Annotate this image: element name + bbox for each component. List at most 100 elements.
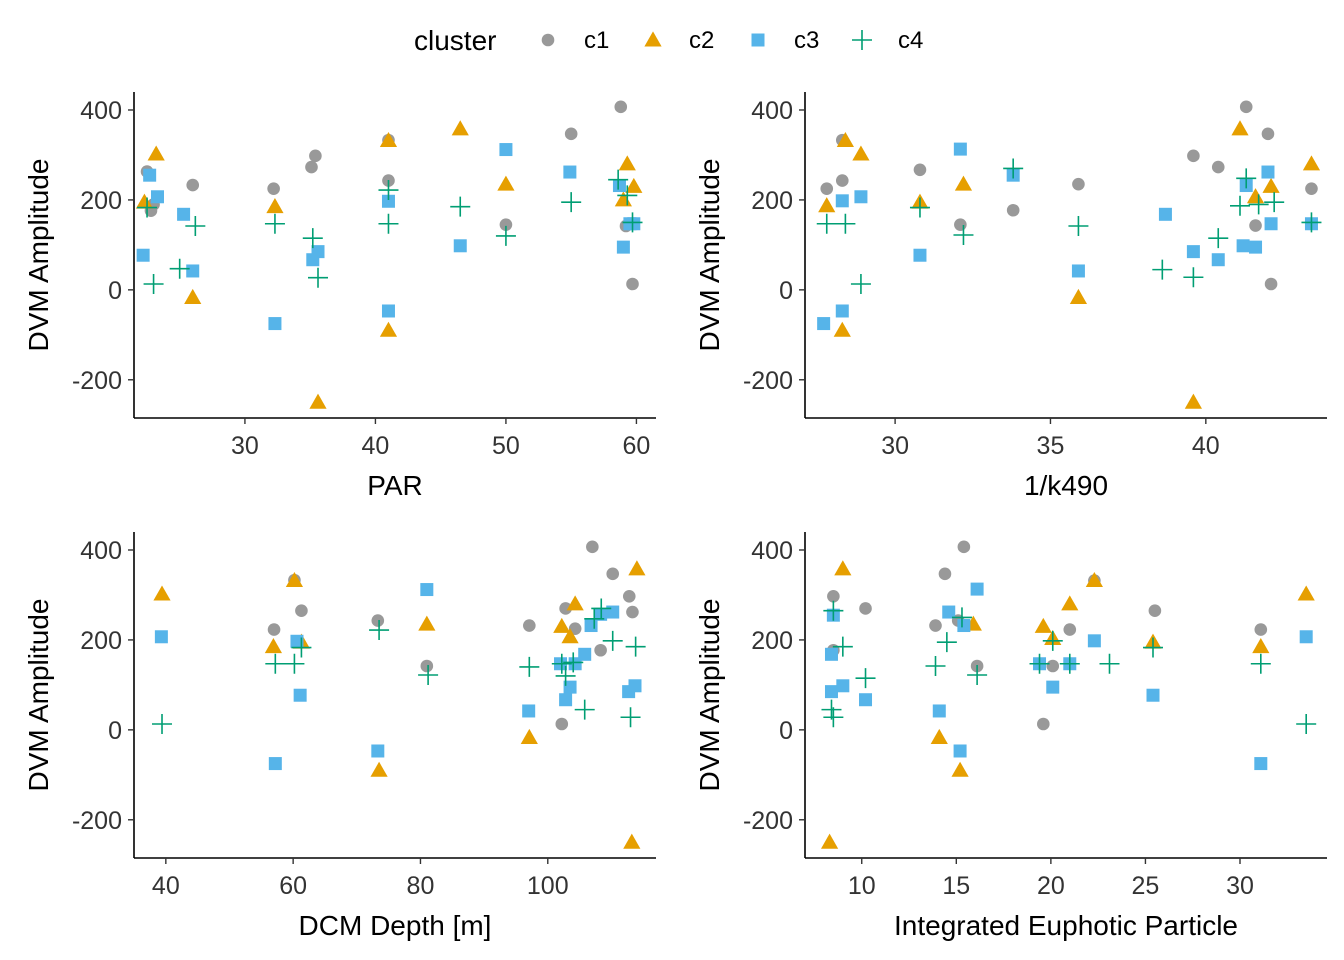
point-c3 [859, 693, 873, 707]
point-c2 [566, 595, 584, 611]
point-c1 [1249, 219, 1262, 232]
x-tick-label: 20 [1037, 872, 1065, 900]
point-c4 [551, 653, 572, 674]
point-c1 [1046, 659, 1060, 673]
point-c3 [584, 619, 598, 633]
y-tick-label: -200 [72, 367, 122, 395]
point-c2 [1297, 585, 1315, 601]
point-c3 [1186, 245, 1200, 259]
point-c2 [520, 728, 538, 744]
point-c4 [835, 213, 856, 234]
x-tick-label: 10 [848, 872, 876, 900]
point-c3 [136, 248, 150, 262]
point-c2 [266, 198, 284, 214]
panel-4: -200 0 200 400 10 15 20 25 30 Integrated Euphotic… [694, 532, 1327, 941]
point-c1 [1261, 127, 1275, 141]
x-tick-label: 60 [279, 872, 307, 900]
point-c3 [150, 190, 164, 204]
x-tick-label: 100 [527, 872, 569, 900]
point-c3 [932, 704, 946, 718]
y-axis-title: DVM Amplitude [23, 159, 54, 352]
point-c4 [302, 228, 323, 249]
point-c4 [850, 274, 871, 295]
panel-3: -200 0 200 400 40 60 80 100 DCM Depth [m] DVM Amp… [23, 532, 656, 941]
x-tick-label: 25 [1132, 872, 1160, 900]
point-c1 [614, 100, 628, 114]
point-c2 [1034, 617, 1052, 633]
point-c2 [951, 761, 969, 777]
point-c2 [561, 628, 579, 644]
point-c3 [1236, 239, 1250, 253]
point-c1 [827, 590, 840, 603]
point-c3 [177, 207, 191, 221]
y-tick-label: 200 [751, 187, 793, 215]
point-c3 [1071, 264, 1085, 278]
y-axis-title: DVM Amplitude [694, 599, 725, 792]
point-c4 [622, 212, 643, 233]
point-c3 [606, 605, 620, 619]
point-c2 [818, 197, 836, 213]
point-c3 [381, 304, 395, 318]
point-c3 [616, 240, 630, 254]
point-c4 [1236, 168, 1257, 189]
legend-label-c1: c1 [584, 27, 609, 54]
point-c1 [957, 540, 971, 554]
x-tick-label: 40 [152, 872, 180, 900]
legend-title: cluster [414, 25, 496, 56]
x-axis-title: 1/k490 [1024, 470, 1108, 501]
point-c3 [268, 317, 282, 331]
y-tick-label: 400 [80, 537, 122, 565]
point-c4 [284, 653, 305, 674]
point-c4 [617, 185, 638, 206]
point-c4 [1059, 653, 1080, 674]
point-c1 [1239, 100, 1253, 114]
point-c3 [381, 194, 395, 208]
point-c4 [1099, 653, 1120, 674]
point-c1 [913, 163, 927, 177]
x-tick-label: 15 [942, 872, 970, 900]
point-c3 [817, 317, 831, 331]
point-c4 [591, 598, 612, 619]
point-c3 [957, 619, 971, 633]
point-c2 [628, 560, 646, 576]
point-c2 [418, 615, 436, 631]
point-c1 [626, 605, 639, 619]
point-c1 [1063, 623, 1077, 636]
point-c4 [1230, 195, 1250, 216]
point-c3 [559, 693, 573, 707]
point-c4 [169, 258, 190, 279]
point-c1 [267, 623, 281, 636]
point-c2 [1252, 638, 1270, 654]
point-c4 [832, 636, 853, 657]
point-c1 [1305, 182, 1318, 195]
point-c4 [143, 274, 164, 295]
point-c2 [370, 761, 388, 777]
point-c3 [154, 630, 168, 644]
point-c3 [311, 245, 325, 259]
point-c2 [379, 321, 398, 337]
y-axis-title: DVM Amplitude [23, 599, 54, 792]
point-c4 [519, 656, 540, 677]
point-c3 [563, 680, 577, 694]
panel-2: -200 0 200 400 30 35 40 1/k490 DVM Amplitude [694, 92, 1327, 501]
point-c2 [614, 191, 632, 207]
point-c4 [608, 169, 629, 190]
y-axis-title: DVM Amplitude [694, 159, 725, 352]
point-c3 [499, 143, 513, 157]
point-c1 [929, 619, 942, 632]
point-c3 [854, 190, 868, 204]
point-c4 [265, 653, 286, 674]
point-c3 [913, 248, 927, 262]
point-c4 [563, 652, 584, 673]
point-c1 [1187, 149, 1200, 163]
point-c4 [1068, 215, 1089, 236]
point-c1 [594, 643, 607, 657]
point-c3 [1146, 688, 1160, 702]
point-c3 [824, 685, 838, 699]
point-c2 [625, 177, 643, 193]
point-c2 [135, 193, 154, 209]
x-tick-label: 60 [623, 432, 651, 460]
y-tick-label: -200 [72, 807, 122, 835]
point-c4 [291, 637, 312, 658]
